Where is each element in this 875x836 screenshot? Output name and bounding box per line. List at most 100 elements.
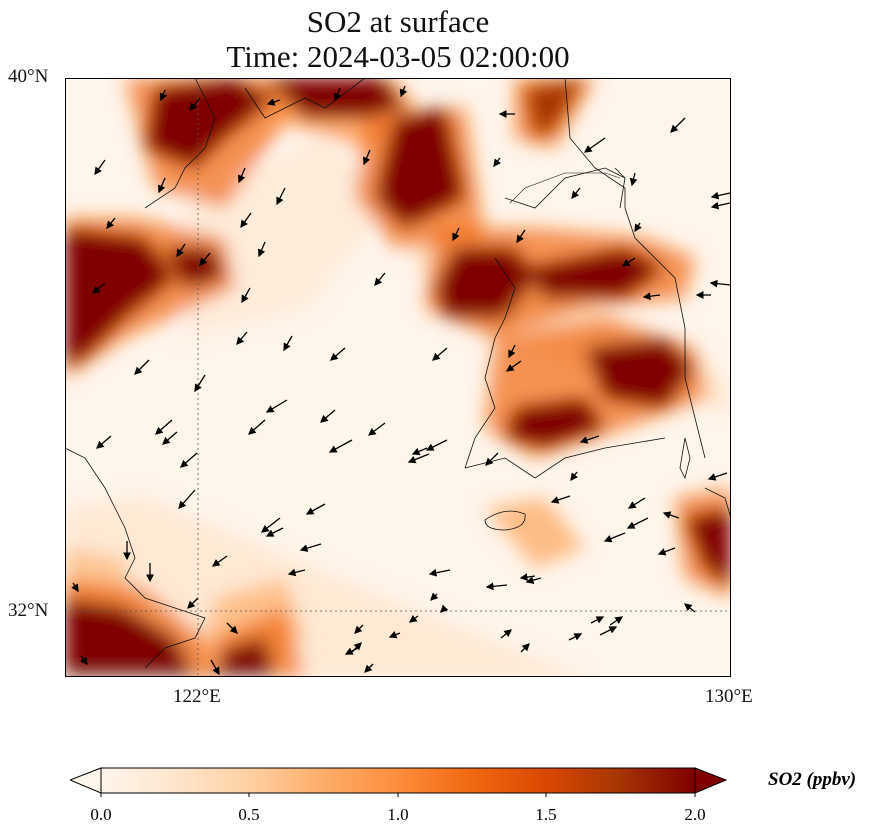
wind-arrow: [265, 527, 284, 537]
so2-concentration-field: [65, 78, 731, 677]
wind-arrow: [550, 495, 571, 504]
wind-arrow: [683, 603, 696, 613]
colorbar-gradient: [100, 767, 696, 794]
wind-arrow: [276, 187, 286, 206]
so2-field-map: [65, 78, 731, 677]
wind-arrow: [440, 604, 449, 613]
wind-arrow: [710, 191, 731, 200]
wind-arrow: [568, 633, 583, 641]
map-time-subtitle: Time: 2024-03-05 02:00:00: [226, 39, 570, 74]
wind-arrow: [603, 532, 626, 543]
wind-arrow: [211, 555, 228, 567]
wind-arrow: [194, 374, 206, 393]
wind-arrow: [157, 177, 166, 194]
map-title: SO2 at surface: [306, 4, 490, 39]
wind-arrow: [642, 292, 661, 301]
wind-arrow: [621, 257, 636, 267]
wind-vectors: [71, 85, 731, 676]
wind-arrow: [657, 547, 676, 556]
wind-arrow: [260, 517, 281, 533]
wind-arrow: [626, 517, 649, 529]
gridlines: [65, 78, 731, 677]
wind-arrow: [662, 511, 680, 519]
wind-arrow: [257, 241, 266, 258]
wind-arrow: [241, 287, 251, 304]
colorbar-extend-low: [70, 767, 102, 794]
colorbar-tick-3: 1.5: [535, 805, 557, 824]
wind-arrow: [590, 616, 605, 624]
colorbar: [70, 767, 728, 797]
wind-arrow: [320, 409, 336, 423]
wind-arrow: [362, 149, 371, 166]
wind-arrow: [364, 663, 374, 673]
wind-arrow: [162, 431, 178, 445]
wind-arrow: [178, 489, 196, 509]
wind-arrow: [159, 89, 168, 102]
wind-arrow: [505, 360, 522, 372]
wind-arrow: [210, 659, 220, 676]
wind-arrow: [432, 347, 448, 361]
wind-arrow: [520, 643, 530, 653]
coastlines: [65, 78, 731, 669]
wind-arrow: [354, 624, 364, 634]
lat-tick-32n: 32°N: [8, 600, 49, 621]
lon-tick-122e: 122°E: [173, 686, 221, 707]
colorbar-label: SO2 (ppbv): [768, 769, 857, 790]
wind-arrow: [493, 157, 502, 168]
wind-arrow: [407, 453, 430, 464]
wind-arrow: [176, 243, 186, 258]
wind-arrow: [94, 159, 106, 176]
wind-arrow: [634, 222, 642, 233]
wind-arrow: [508, 344, 516, 359]
wind-arrow: [180, 452, 198, 468]
wind-arrow: [248, 419, 266, 435]
wind-arrow: [199, 252, 211, 266]
wind-arrow: [710, 201, 731, 210]
colorbar-extend-high: [694, 767, 728, 794]
wind-arrow: [707, 472, 728, 481]
wind-arrow: [428, 568, 451, 577]
map-border: [65, 78, 731, 677]
wind-arrow: [226, 622, 238, 634]
lat-tick-40n: 40°N: [8, 66, 49, 87]
wind-arrow: [287, 568, 306, 577]
colorbar-tick-1: 0.5: [238, 805, 260, 824]
wind-arrow: [500, 629, 513, 639]
wind-arrow: [237, 167, 246, 184]
wind-arrow: [328, 439, 353, 453]
wind-arrow: [236, 331, 248, 345]
wind-arrow: [71, 582, 79, 593]
wind-arrow: [189, 97, 201, 111]
colorbar-tick-2: 1.0: [387, 805, 409, 824]
wind-arrow: [570, 471, 579, 482]
wind-arrow: [388, 630, 401, 639]
wind-arrow: [670, 117, 686, 133]
wind-arrow: [266, 98, 281, 106]
wind-arrow: [283, 335, 293, 352]
wind-arrow: [599, 626, 618, 636]
wind-arrow: [609, 616, 624, 626]
wind-arrow: [333, 87, 342, 102]
wind-arrow: [519, 573, 536, 581]
wind-arrow: [305, 503, 326, 515]
colorbar-tick-4: 2.0: [684, 805, 706, 824]
wind-arrow: [571, 187, 581, 200]
wind-arrow: [411, 447, 428, 456]
wind-arrow: [240, 212, 252, 229]
wind-arrow: [485, 452, 499, 466]
wind-arrow: [485, 582, 508, 591]
wind-arrow: [187, 597, 199, 609]
wind-arrow: [96, 435, 112, 449]
wind-arrow: [374, 272, 386, 286]
wind-arrow: [452, 227, 460, 242]
wind-arrow: [92, 282, 106, 294]
wind-arrow: [330, 347, 346, 361]
wind-arrow: [265, 399, 288, 413]
wind-arrow: [709, 279, 731, 288]
colorbar-tick-0: 0.0: [90, 805, 112, 824]
wind-arrow: [579, 435, 600, 444]
map-panel: [65, 78, 731, 677]
wind-arrow: [79, 655, 88, 666]
wind-arrow: [430, 592, 439, 601]
border-lines: [509, 172, 621, 204]
